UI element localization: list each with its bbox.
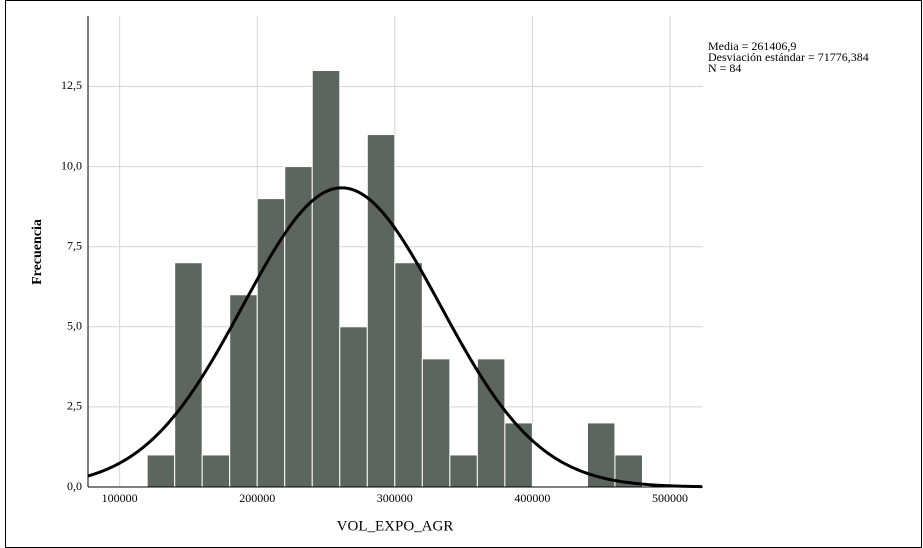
bar	[394, 262, 423, 488]
bar	[504, 422, 533, 488]
y-tick-label: 0,0	[67, 479, 82, 493]
bar	[366, 134, 396, 488]
bar	[421, 358, 451, 488]
x-tick-label: 200000	[239, 491, 275, 505]
y-tick-label: 2,5	[67, 399, 82, 413]
y-tick-label: 10,0	[61, 158, 82, 172]
bar	[284, 166, 313, 488]
bar	[201, 454, 231, 488]
bar	[229, 294, 258, 488]
x-tick-label: 500000	[652, 491, 688, 505]
x-tick-label: 400000	[514, 491, 550, 505]
x-axis-title: VOL_EXPO_AGR	[337, 518, 454, 534]
bar	[256, 198, 286, 488]
stat-n: N = 84	[708, 61, 741, 75]
x-tick-label: 100000	[102, 491, 138, 505]
normal-curve	[87, 186, 703, 489]
bar	[174, 262, 203, 488]
stat-mean: Media = 261406,9	[708, 39, 796, 53]
bar	[311, 69, 341, 488]
stat-sd: Desviación estándar = 71776,384	[708, 50, 869, 64]
bar	[339, 326, 368, 488]
x-tick-label: 300000	[377, 491, 413, 505]
y-tick-label: 5,0	[67, 319, 82, 333]
y-axis-title: Frecuencia	[30, 219, 45, 285]
bar	[146, 454, 176, 488]
y-tick-label: 12,5	[61, 78, 82, 92]
bar	[449, 454, 478, 488]
y-tick-label: 7,5	[67, 238, 82, 252]
